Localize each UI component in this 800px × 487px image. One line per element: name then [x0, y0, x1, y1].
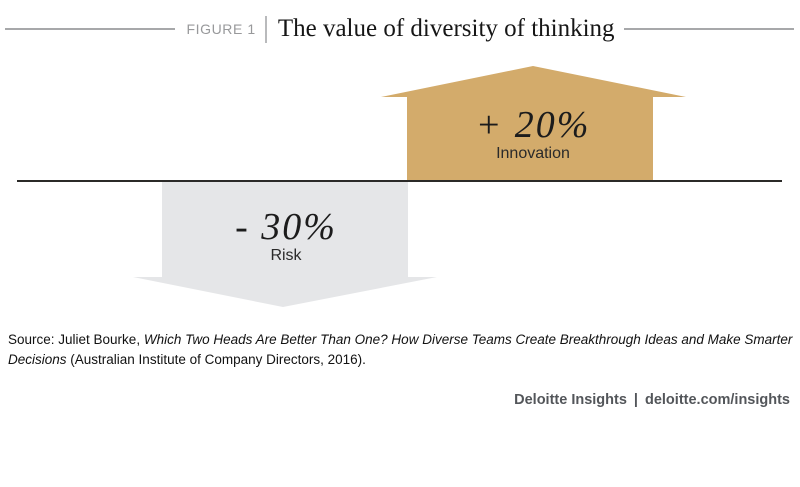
risk-value: - 30% [235, 206, 337, 248]
innovation-label-group: + 20% Innovation [476, 106, 591, 163]
figure-number-label: FIGURE 1 [186, 21, 256, 37]
figure-title: The value of diversity of thinking [277, 14, 615, 42]
risk-label-group: - 30% Risk [235, 208, 337, 265]
zero-baseline [17, 180, 782, 182]
source-prefix: Source: Juliet Bourke, [8, 332, 144, 347]
source-book-title: Which Two Heads Are Better Than One? How… [8, 332, 793, 367]
source-suffix: (Australian Institute of Company Directo… [66, 351, 366, 367]
header-rule-right [623, 28, 795, 30]
header-divider [264, 15, 267, 43]
footer-brand: Deloitte Insights [514, 392, 627, 408]
deloitte-insights-footer: Deloitte Insights | deloitte.com/insights [514, 392, 790, 408]
innovation-value: + 20% [475, 104, 591, 146]
risk-down-arrow [133, 182, 437, 307]
footer-separator: | [633, 392, 638, 408]
header-rule-left [5, 28, 176, 30]
risk-category: Risk [270, 247, 302, 264]
source-note: Source: Juliet Bourke, Which Two Heads A… [8, 330, 794, 369]
innovation-up-arrow [381, 66, 686, 181]
innovation-category: Innovation [496, 145, 570, 162]
footer-link: deloitte.com/insights [644, 392, 790, 408]
figure-header: FIGURE 1 The value of diversity of think… [0, 12, 800, 46]
